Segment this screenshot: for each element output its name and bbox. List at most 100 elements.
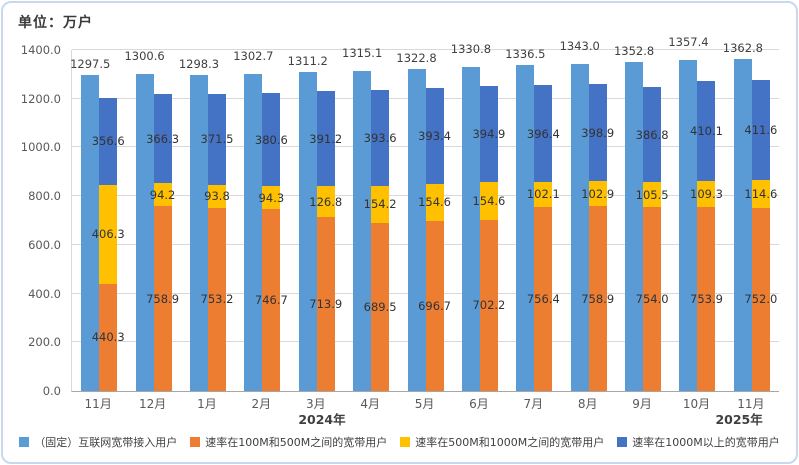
segment-value-label: 758.9 <box>581 291 615 306</box>
segment-500m-1000m: 102.9 <box>581 181 614 207</box>
segment-500m-1000m: 109.3 <box>690 180 723 208</box>
y-tick-label: 600.0 <box>28 237 61 252</box>
segment-value-label: 102.9 <box>581 186 615 201</box>
segment-value-label: 154.6 <box>418 195 451 210</box>
segment-value-label: 126.8 <box>309 194 343 209</box>
total-value-label: 1322.8 <box>396 50 437 65</box>
segment-value-label: 93.8 <box>204 189 230 204</box>
y-tick-label: 1200.0 <box>20 91 61 106</box>
total-bar: 1343.0 <box>560 39 600 391</box>
segment-1000m-plus: 398.9 <box>581 83 614 182</box>
segment-value-label: 440.3 <box>91 330 125 345</box>
bar-group: 1336.5 396.4 102.1 756.4 <box>505 47 561 391</box>
segment-value-label: 366.3 <box>146 131 180 146</box>
stacked-bar: 393.4 154.6 696.7 <box>418 50 451 391</box>
segment-value-label: 411.6 <box>744 122 778 137</box>
plot-area: 1297.5 356.6 406.3 440.3 1300.6 366.3 94.2 758.… <box>70 35 779 392</box>
y-tick-label: 0.0 <box>42 384 61 398</box>
segment-100m-500m: 440.3 <box>92 283 125 391</box>
x-tick-label: 9月 <box>632 397 652 411</box>
segment-value-label: 394.9 <box>472 127 506 142</box>
segment-value-label: 753.9 <box>690 292 723 307</box>
y-tick-label: 1000.0 <box>20 140 61 155</box>
segment-value-label: 393.6 <box>363 130 397 145</box>
stacked-bar: 371.5 93.8 753.2 <box>201 50 233 391</box>
segment-500m-1000m: 94.3 <box>259 186 284 210</box>
legend-item: 速率在1000M以上的宽带用户 <box>617 434 780 450</box>
segment-value-label: 754.0 <box>635 292 669 307</box>
segment-100m-500m: 756.4 <box>527 206 560 391</box>
bar-group: 1330.8 394.9 154.6 702.2 <box>451 42 507 391</box>
total-bar: 1300.6 <box>124 49 165 391</box>
total-value-label: 1336.5 <box>505 47 546 62</box>
year-label: 2025年 <box>715 412 763 427</box>
legend-label: 速率在100M和500M之间的宽带用户 <box>205 436 388 449</box>
segment-500m-1000m: 126.8 <box>309 186 342 218</box>
stacked-bar: 393.6 154.2 689.5 <box>364 50 397 391</box>
total-value-label: 1298.3 <box>178 56 220 71</box>
y-tick-label: 800.0 <box>28 189 61 204</box>
total-value-label: 1330.8 <box>450 41 492 56</box>
total-bar: 1311.2 <box>288 54 328 391</box>
total-bar: 1330.8 <box>451 42 491 391</box>
segment-value-label: 356.6 <box>91 134 125 149</box>
segment-100m-500m: 746.7 <box>255 209 288 391</box>
unit-label: 单位：万户 <box>18 15 93 31</box>
segment-value-label: 154.6 <box>472 194 506 209</box>
total-value-label: 1343.0 <box>559 38 600 53</box>
total-value-label: 1300.6 <box>124 49 165 64</box>
segment-500m-1000m: 154.6 <box>418 183 451 222</box>
x-tick-label: 7月 <box>523 397 544 411</box>
segment-value-label: 102.1 <box>526 187 560 202</box>
segment-1000m-plus: 386.8 <box>636 87 669 182</box>
x-tick-label: 11月 <box>737 397 765 411</box>
segment-value-label: 105.5 <box>635 187 669 202</box>
bar-group: 1343.0 398.9 102.9 758.9 <box>560 39 616 391</box>
y-tick-label: 1400.0 <box>20 43 61 57</box>
x-tick-label: 3月 <box>305 397 326 411</box>
segment-100m-500m: 713.9 <box>309 217 342 391</box>
segment-1000m-plus: 393.6 <box>364 89 397 186</box>
total-bar: 1297.5 <box>70 57 110 391</box>
legend-swatch <box>400 437 411 447</box>
segment-500m-1000m: 105.5 <box>636 181 669 208</box>
segment-1000m-plus: 396.4 <box>527 85 560 182</box>
segment-value-label: 746.7 <box>254 293 288 308</box>
y-tick-label: 200.0 <box>28 335 61 350</box>
total-bar: 1302.7 <box>233 49 273 391</box>
x-tick-label: 5月 <box>414 397 435 411</box>
segment-value-label: 398.9 <box>581 125 615 140</box>
segment-500m-1000m: 154.2 <box>364 185 397 224</box>
segment-value-label: 696.7 <box>418 299 451 314</box>
y-axis-labels: 0.0 200.0 400.0 600.0 800.0 1000.0 1200.0 1400.… <box>3 43 65 398</box>
segment-value-label: 114.6 <box>744 186 778 201</box>
segment-value-label: 94.3 <box>258 190 285 205</box>
segment-100m-500m: 753.2 <box>201 207 233 391</box>
stacked-bar: 398.9 102.9 758.9 <box>581 50 614 391</box>
segment-value-label: 94.2 <box>149 187 176 202</box>
stacked-bar: 396.4 102.1 756.4 <box>527 50 560 391</box>
segment-value-label: 756.4 <box>526 291 560 306</box>
segment-1000m-plus: 366.3 <box>146 94 179 184</box>
segment-1000m-plus: 394.9 <box>472 86 505 183</box>
stacked-bar: 380.6 94.3 746.7 <box>255 50 288 391</box>
total-bar: 1336.5 <box>505 47 545 391</box>
total-bar: 1352.8 <box>614 44 654 391</box>
segment-value-label: 380.6 <box>254 132 288 147</box>
bar-group: 1300.6 366.3 94.2 758.9 <box>124 49 180 391</box>
total-value-label: 1362.8 <box>722 41 763 56</box>
segment-value-label: 702.2 <box>472 298 506 313</box>
segment-1000m-plus: 391.2 <box>309 90 342 187</box>
legend: （固定）互联网宽带接入用户 速率在100M和500M之间的宽带用户 速率在500M和… <box>3 434 796 450</box>
total-bar: 1357.4 <box>668 35 709 391</box>
segment-500m-1000m: 114.6 <box>744 179 777 208</box>
segment-1000m-plus: 371.5 <box>201 94 233 185</box>
segment-1000m-plus: 393.4 <box>418 87 451 184</box>
segment-value-label: 713.9 <box>309 297 343 312</box>
segment-value-label: 758.9 <box>146 291 180 306</box>
gridline <box>72 49 779 50</box>
stacked-bar: 411.6 114.6 752.0 <box>744 50 777 391</box>
segment-value-label: 393.4 <box>418 128 451 143</box>
legend-item: 速率在500M和1000M之间的宽带用户 <box>400 434 604 450</box>
bar-group: 1322.8 393.4 154.6 696.7 <box>396 50 452 391</box>
